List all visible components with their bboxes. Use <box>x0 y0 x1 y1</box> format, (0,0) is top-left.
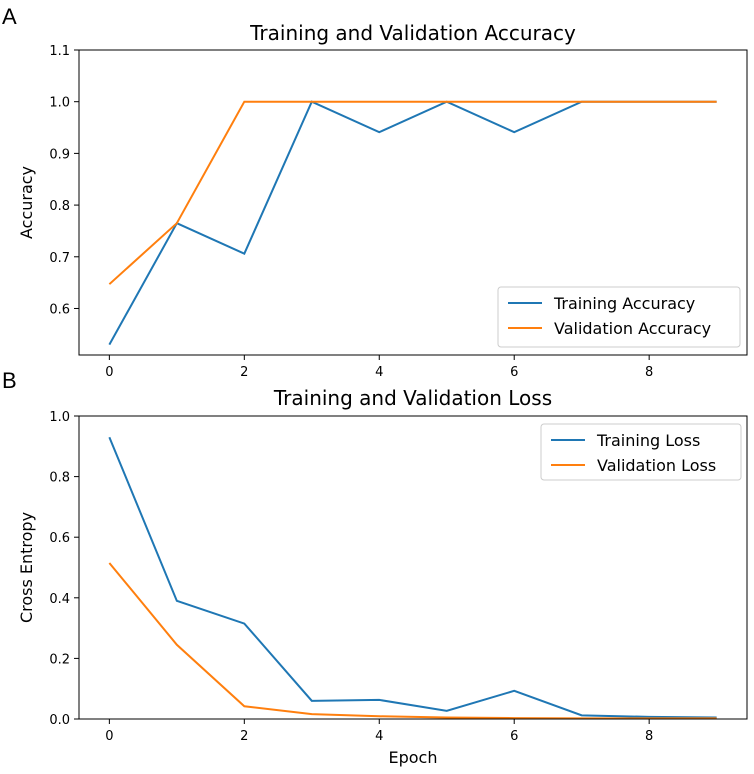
legend: Training Accuracy Validation Accuracy <box>497 286 741 348</box>
x-axis-label: Epoch <box>389 748 438 767</box>
y-tick-label: 0.4 <box>49 592 70 607</box>
chart-panel-1: Training and Validation Accuracy 0 2 4 6 8 0.6… <box>17 21 748 380</box>
panel-label-a: A <box>2 4 17 29</box>
x-tick-label: 8 <box>645 365 653 380</box>
x-tick-label: 2 <box>240 365 248 380</box>
x-tick-label: 0 <box>105 729 113 744</box>
series-line-validation <box>108 100 717 285</box>
y-axis-label: Accuracy <box>17 166 36 239</box>
y-tick-label: 0.0 <box>49 713 70 728</box>
y-tick-label: 0.6 <box>49 531 70 546</box>
y-tick-label: 0.8 <box>49 199 70 214</box>
x-tick-label: 8 <box>645 729 653 744</box>
series-line-training <box>108 436 717 719</box>
x-tick-label: 0 <box>105 365 113 380</box>
y-axis-label: Cross Entropy <box>17 512 36 623</box>
x-tick-label: 6 <box>510 365 518 380</box>
y-tick-label: 0.9 <box>49 147 70 162</box>
x-tick-label: 2 <box>240 729 248 744</box>
panel-label-b: B <box>2 368 17 393</box>
y-tick-label: 1.1 <box>49 44 70 59</box>
plot-frame <box>78 415 748 720</box>
y-tick-label: 1.0 <box>49 96 70 111</box>
legend-label: Validation Accuracy <box>554 319 711 338</box>
series-line-validation <box>108 562 717 720</box>
legend-box <box>497 286 741 348</box>
chart-panel-2: Training and Validation Loss 0 2 4 6 8 0.0 0.2 0… <box>17 386 748 767</box>
x-tick-label: 4 <box>375 365 383 380</box>
x-tick-label: 6 <box>510 729 518 744</box>
y-tick-label: 0.6 <box>49 302 70 317</box>
plot-frame <box>78 49 748 356</box>
legend-label: Validation Loss <box>597 456 716 475</box>
y-tick-label: 1.0 <box>49 410 70 425</box>
legend-box <box>540 423 742 481</box>
y-tick-label: 0.8 <box>49 471 70 486</box>
chart-title: Training and Validation Accuracy <box>249 21 576 45</box>
legend-label: Training Accuracy <box>553 294 695 313</box>
legend: Training Loss Validation Loss <box>540 423 742 481</box>
legend-label: Training Loss <box>596 431 700 450</box>
x-tick-label: 4 <box>375 729 383 744</box>
y-tick-label: 0.2 <box>49 652 70 667</box>
y-tick-label: 0.7 <box>49 251 70 266</box>
chart-title: Training and Validation Loss <box>273 386 552 410</box>
